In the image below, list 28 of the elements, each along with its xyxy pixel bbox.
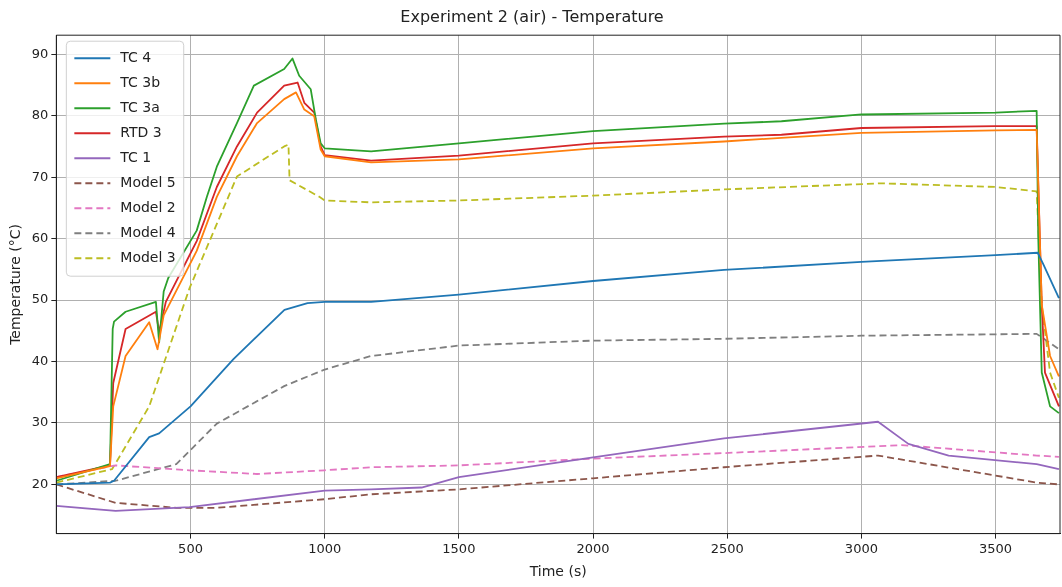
legend-label: Model 5 — [120, 173, 176, 190]
x-tick-label: 2000 — [576, 540, 610, 556]
y-tick-label: 90 — [31, 45, 49, 61]
legend-label: Model 2 — [120, 198, 176, 215]
legend-label: TC 4 — [119, 48, 152, 65]
y-tick-label: 80 — [31, 107, 49, 123]
y-tick-label: 70 — [31, 168, 49, 184]
x-tick-label: 3500 — [979, 540, 1013, 556]
x-tick-label: 3000 — [844, 540, 878, 556]
legend-label: Model 4 — [120, 223, 176, 240]
line-series — [56, 454, 1060, 509]
chart-title: Experiment 2 (air) - Temperature — [400, 6, 664, 26]
x-tick-label: 500 — [178, 540, 203, 556]
x-axis-title: Time (s) — [528, 563, 587, 580]
y-tick-label: 50 — [31, 291, 49, 307]
x-tick-label: 1000 — [308, 540, 342, 556]
legend-label: TC 3b — [119, 73, 161, 90]
y-tick-label: 20 — [31, 475, 49, 491]
y-tick-label: 60 — [31, 229, 49, 245]
legend-label: TC 3a — [119, 98, 160, 115]
y-tick-label: 30 — [31, 414, 49, 430]
legend-label: RTD 3 — [120, 123, 162, 140]
legend-label: TC 1 — [119, 148, 152, 165]
x-tick-label: 2500 — [710, 540, 744, 556]
legend-label: Model 3 — [120, 248, 176, 265]
y-axis-title: Temperature (°C) — [7, 223, 24, 346]
y-tick-label: 40 — [31, 352, 49, 368]
x-tick-label: 1500 — [442, 540, 476, 556]
